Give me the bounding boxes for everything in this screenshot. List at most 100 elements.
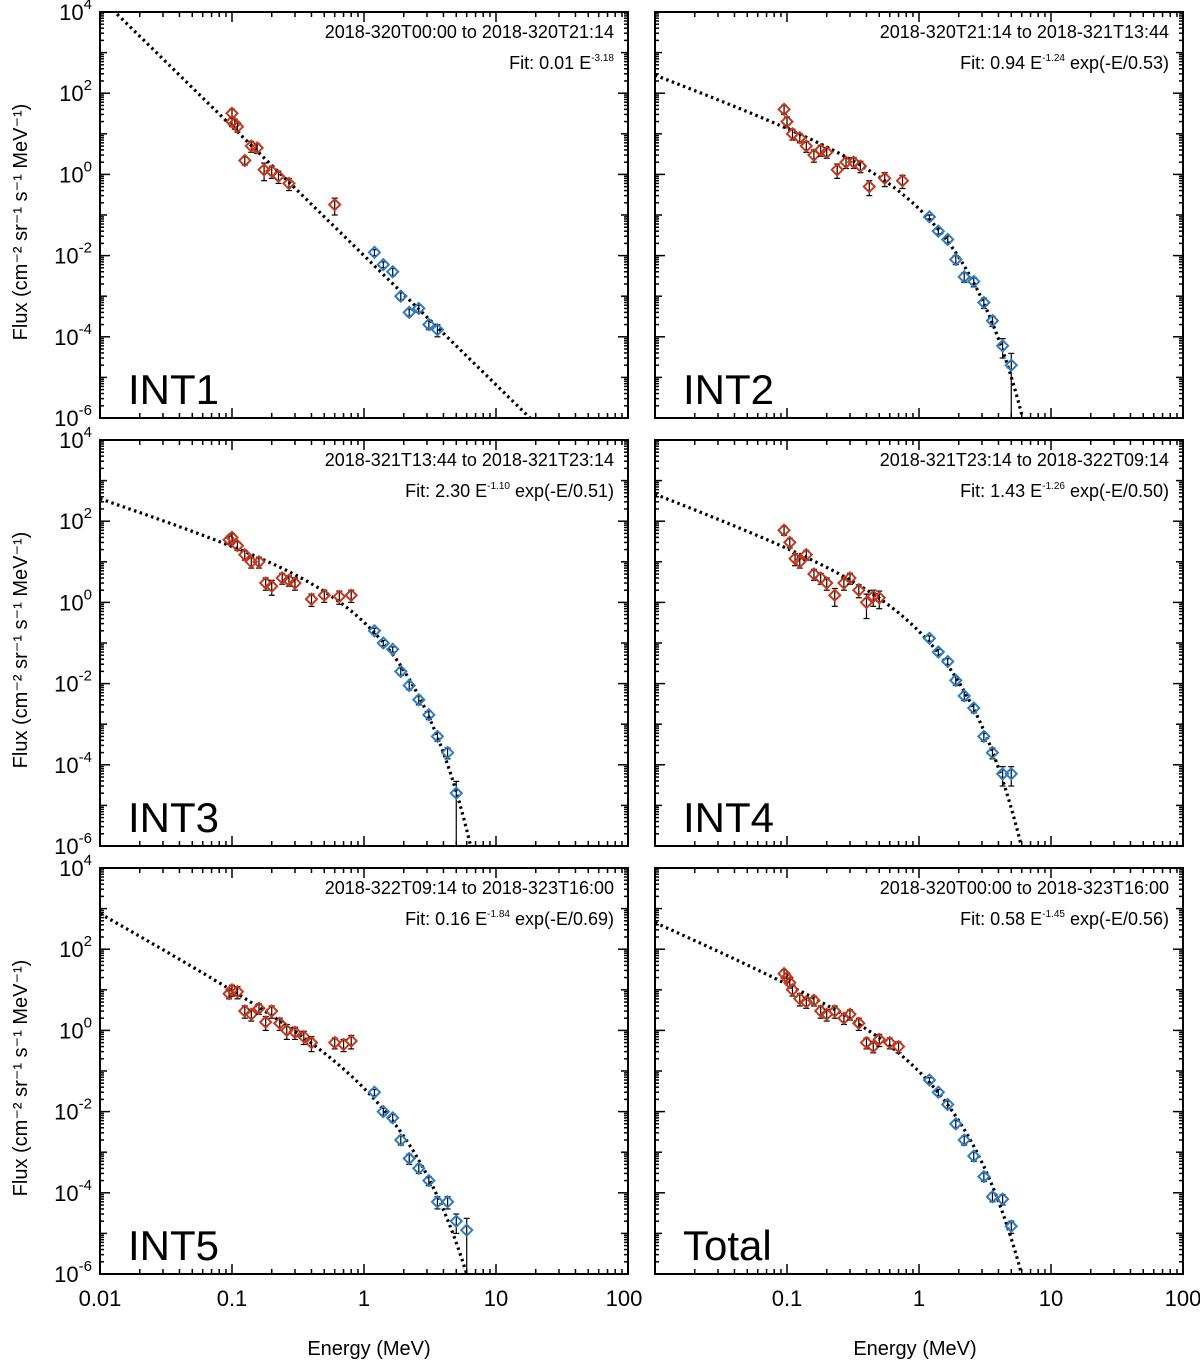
fit-exponent: -3.18 [591,53,614,64]
fit-prefix: Fit: 0.94 E [960,53,1042,73]
data-point [895,173,910,188]
fit-suffix: exp(-E/0.50) [1065,481,1169,501]
data-point [966,701,981,715]
fit-curve [655,73,1025,418]
data-point [985,313,1000,328]
data-point [327,1035,342,1050]
data-point [440,1194,455,1209]
plot-frame [99,11,629,419]
data-point [780,970,794,985]
data-point [1004,766,1019,781]
fit-prefix: Fit: 1.43 E [960,481,1042,501]
data-point [367,1085,382,1100]
data-point [332,589,347,604]
fit-exponent: -1.24 [1042,53,1065,64]
data-point [957,688,972,703]
y-tick-label: 10-2 [54,1096,92,1125]
data-point [252,1001,266,1016]
data-point [304,1035,319,1050]
data-point [976,729,991,744]
data-point [985,1189,1000,1204]
data-point [859,1035,874,1050]
data-point [271,169,286,184]
data-point [225,530,239,545]
data-point [948,673,963,688]
y-tick-label: 10-6 [54,830,92,859]
y-tick-label: 104 [59,0,92,25]
error-bar [926,214,933,220]
data-point [843,1007,857,1022]
data-point [985,745,1000,760]
data-point [807,993,821,1008]
data-point [264,1004,279,1018]
panel-label: INT1 [128,366,219,413]
series-high-energy [922,209,1019,418]
data-point [853,159,868,174]
data-point [846,155,861,170]
data-point [376,636,391,650]
data-point [411,692,426,707]
panel-int1: INT1 2018-320T00:00 to 2018-320T21:14 Fit:… [54,0,629,431]
data-point [327,197,342,212]
data-point [264,579,279,594]
data-point [785,126,800,141]
data-point [976,1169,991,1184]
data-point [851,583,866,598]
data-point [931,224,946,239]
series-low-energy [225,106,342,216]
data-point [780,114,794,129]
series-high-energy [367,245,445,338]
fit-exponent: -1.26 [1042,481,1065,492]
series-low-energy [777,966,906,1054]
series-high-energy [922,1073,1019,1235]
series-high-energy [367,623,464,846]
data-point [344,588,359,603]
y-tick-label: 102 [59,77,92,106]
data-point [367,623,382,638]
data-point [872,1032,887,1047]
error-bar [453,1213,460,1235]
data-point [827,588,842,603]
fit-exponent: -1.45 [1042,909,1065,920]
data-point [296,1029,311,1044]
data-point [411,301,426,316]
data-point [995,1192,1010,1207]
data-point [872,590,887,605]
y-axis-label-row3: Flux (cm⁻² sr⁻¹ s⁻¹ MeV⁻¹) [10,960,32,1197]
fit-prefix: Fit: 2.30 E [405,481,487,501]
data-point [385,1110,400,1125]
data-point [843,571,857,585]
series-low-energy [222,530,359,607]
panel-int4: INT4 2018-321T23:14 to 2018-322T09:14 Fit:… [654,439,1184,847]
fit-curve [655,921,1024,1274]
fit-prefix: Fit: 0.16 E [405,909,487,929]
data-point [258,576,273,590]
x-tick-label: 1 [358,1286,370,1311]
x-tick-label: 0.1 [772,1286,803,1311]
data-point [440,745,455,760]
data-point [799,139,814,153]
data-point [230,984,245,999]
data-point [940,1097,955,1112]
x-tick-label: 100 [606,1286,643,1311]
error-bar [999,766,1006,787]
x-tick-label: 0.01 [79,1286,122,1311]
data-point [222,532,236,547]
y-tick-label: 100 [59,158,92,187]
data-point [344,1034,359,1048]
data-point [1004,1219,1019,1234]
data-point [264,164,279,179]
series-low-energy [777,102,910,197]
data-point [402,305,417,320]
data-point [940,232,955,247]
x-tick-label: 10 [1039,1286,1063,1311]
interval-text: 2018-320T21:14 to 2018-321T13:44 [880,22,1169,42]
panel-label: INT3 [128,794,219,841]
data-point [402,1151,417,1166]
series-high-energy [922,631,1019,787]
data-point [882,1035,897,1050]
data-point [922,631,937,646]
y-tick-label: 104 [59,424,92,453]
data-point [237,153,252,168]
